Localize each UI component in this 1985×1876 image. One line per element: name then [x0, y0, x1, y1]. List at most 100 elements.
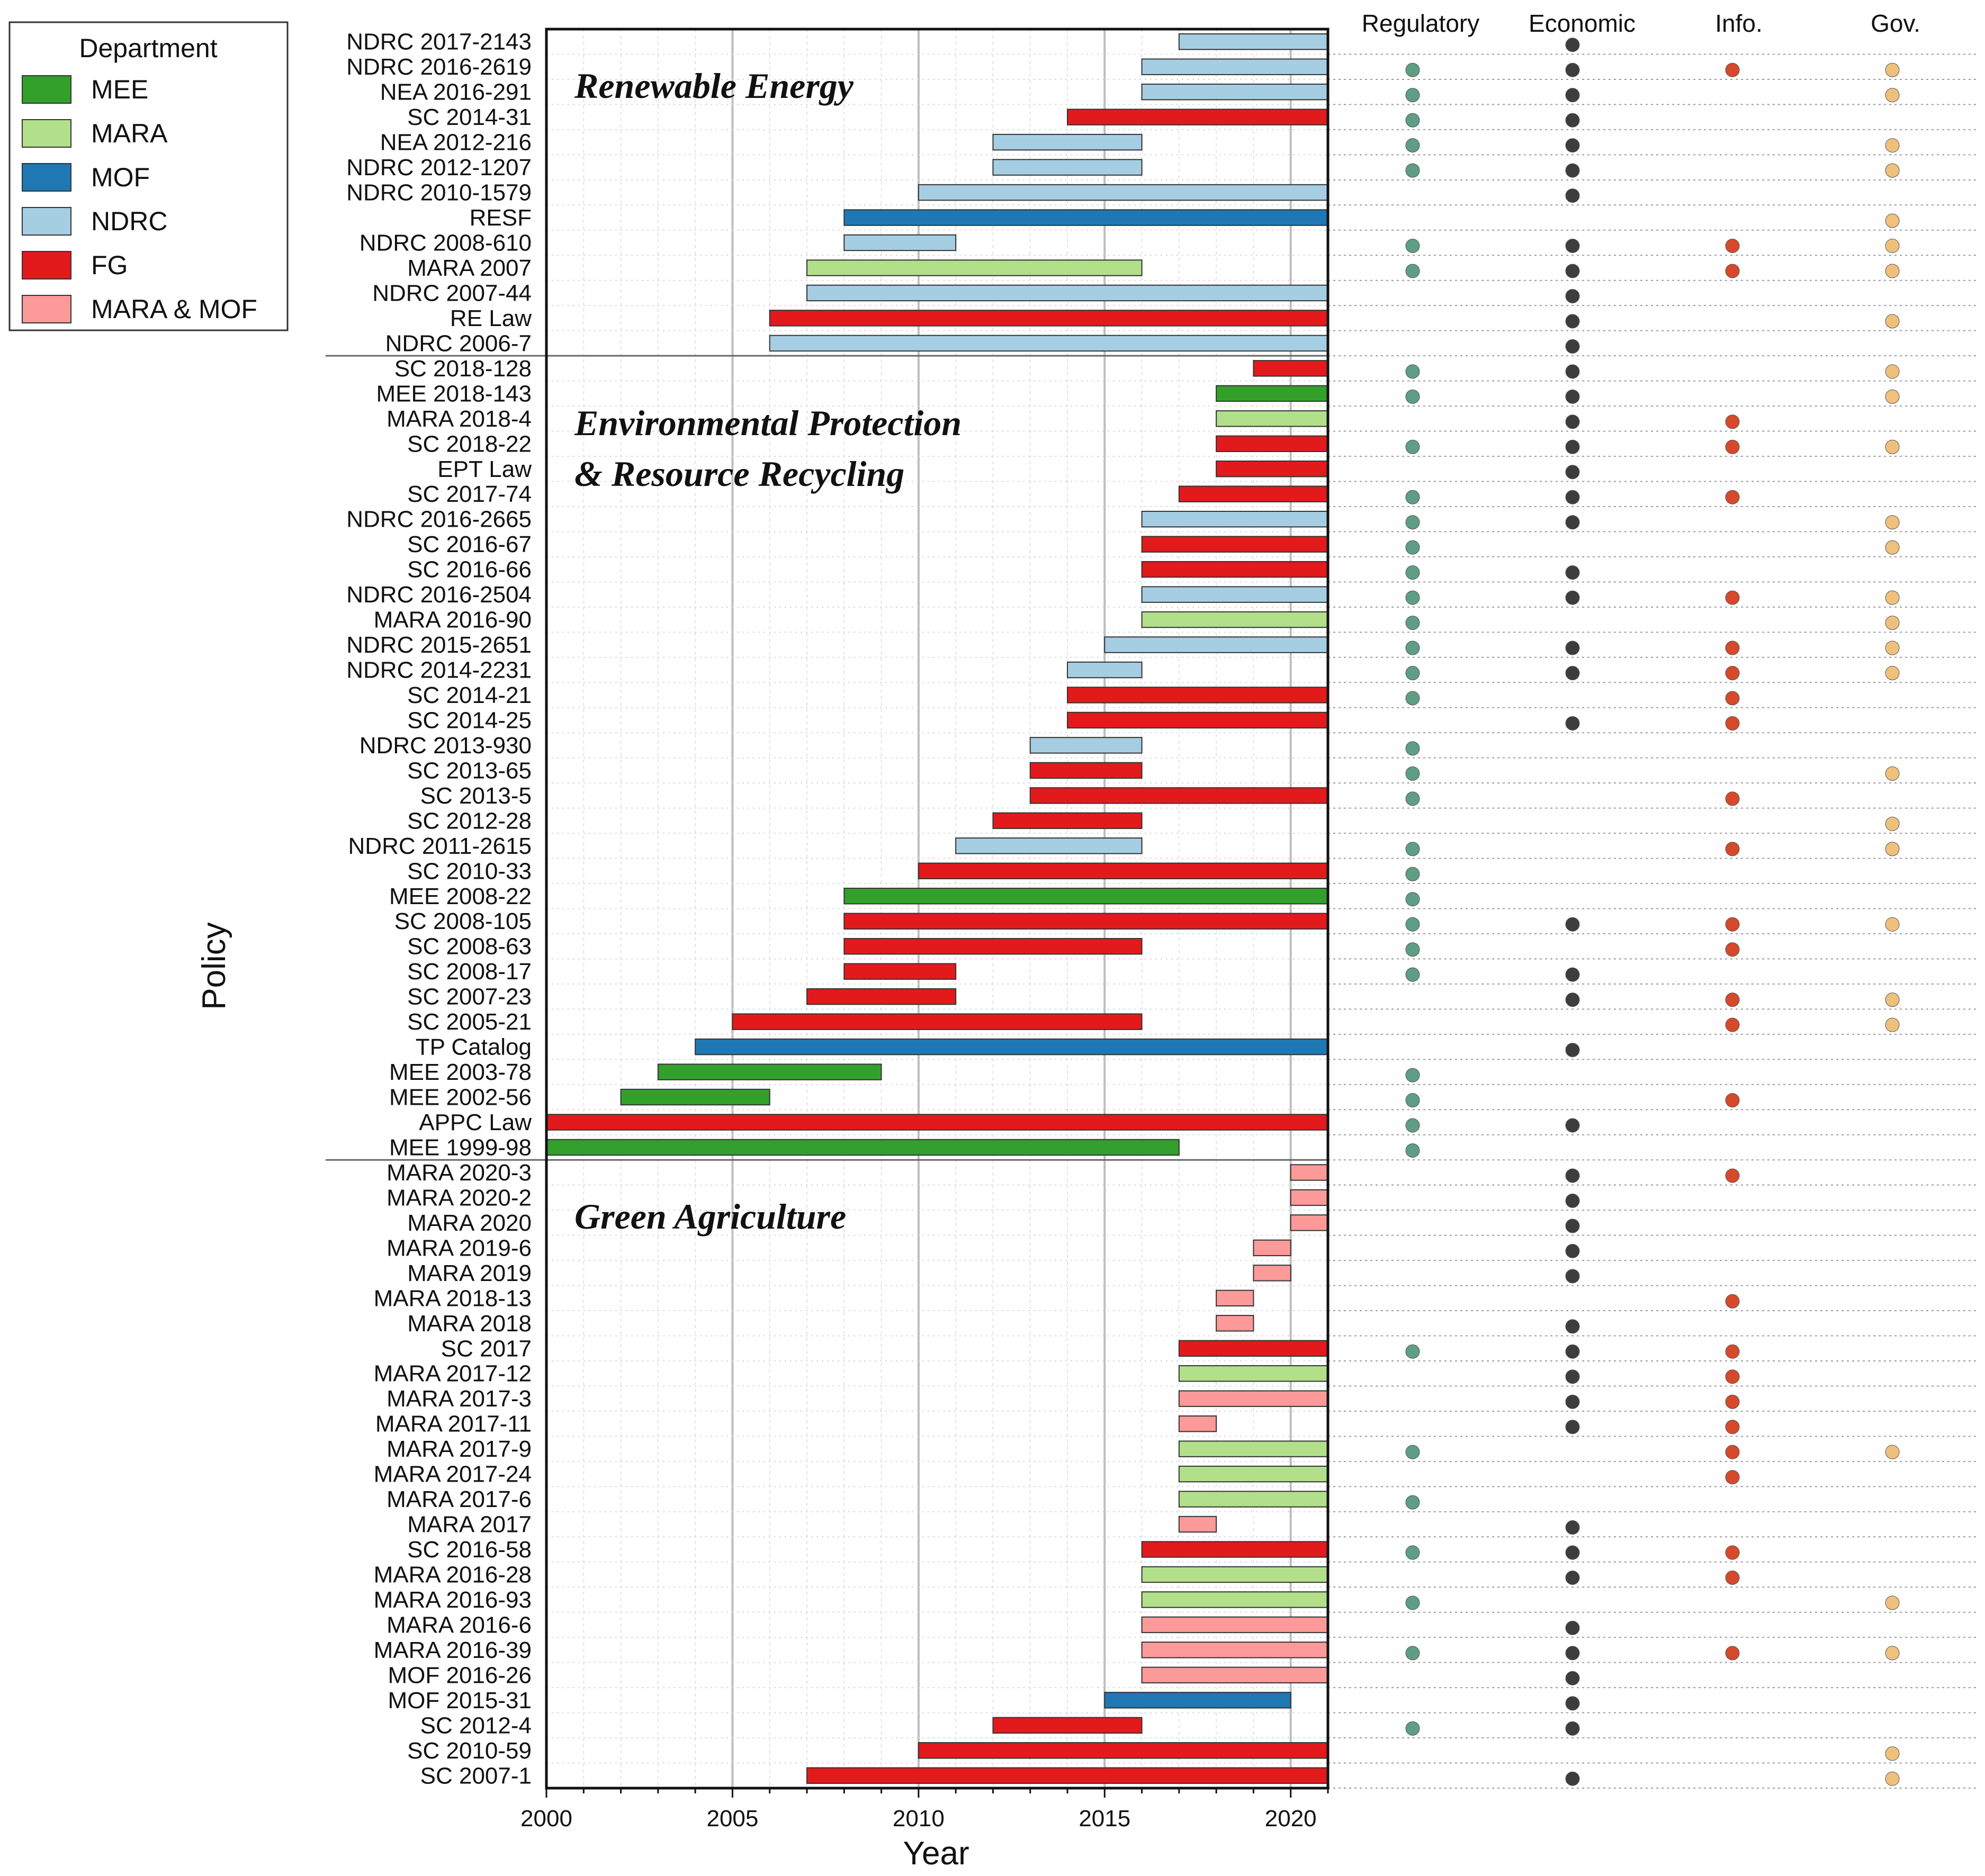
instrument-dot	[1565, 1344, 1580, 1359]
instrument-dot	[1405, 666, 1420, 681]
policy-bar	[1141, 83, 1329, 101]
instrument-dot	[1405, 565, 1420, 580]
policy-label: SC 2014-31	[407, 104, 532, 130]
policy-bar	[1141, 586, 1329, 603]
policy-label: NDRC 2007-44	[372, 280, 532, 306]
legend-swatch	[22, 295, 71, 323]
instrument-dot	[1885, 138, 1900, 153]
policy-label: SC 2010-59	[407, 1738, 532, 1764]
instrument-column-header: Economic	[1529, 10, 1636, 37]
instrument-dot	[1405, 641, 1420, 655]
policy-bar	[992, 1717, 1143, 1734]
policy-label: NDRC 2006-7	[385, 330, 532, 356]
policy-label: NDRC 2017-2143	[346, 29, 532, 55]
x-tick-label: 2000	[520, 1806, 572, 1832]
instrument-dot	[1565, 641, 1580, 655]
policy-label: MARA 2019-6	[387, 1235, 532, 1261]
policy-bar	[1178, 1465, 1329, 1483]
instrument-dot	[1565, 88, 1580, 103]
policy-bar	[843, 209, 1329, 226]
policy-label: APPC Law	[419, 1110, 532, 1135]
policy-label: MARA 2018-13	[374, 1285, 532, 1311]
policy-label: NEA 2012-216	[380, 130, 532, 156]
policy-label: RESF	[470, 205, 532, 231]
instrument-dot	[1405, 113, 1420, 128]
policy-bar	[1141, 1666, 1329, 1684]
instrument-dot	[1565, 389, 1580, 404]
policy-label: SC 2014-21	[407, 682, 532, 708]
instrument-dot	[1405, 88, 1420, 103]
instrument-dot	[1405, 239, 1420, 254]
instrument-dot	[1565, 1243, 1580, 1258]
instrument-dot	[1725, 1420, 1740, 1435]
policy-bar	[806, 259, 1143, 276]
instrument-dot	[1725, 917, 1740, 932]
legend-swatch	[22, 251, 71, 279]
policy-bar	[1216, 1289, 1254, 1307]
instrument-dot	[1565, 288, 1580, 303]
policy-label: MEE 2018-143	[376, 381, 532, 407]
y-axis-label: Policy	[196, 922, 232, 1009]
policy-label: SC 2012-4	[420, 1712, 532, 1738]
instrument-dot	[1405, 766, 1420, 781]
policy-label: SC 2017-74	[407, 481, 532, 507]
policy-label: MEE 2008-22	[389, 883, 532, 909]
policy-bar	[955, 837, 1143, 854]
instrument-column-header: Info.	[1715, 10, 1763, 37]
instrument-dot	[1725, 439, 1740, 454]
legend-label: MARA & MOF	[91, 294, 257, 324]
instrument-dot	[1405, 490, 1420, 504]
instrument-dot	[1725, 942, 1740, 957]
instrument-headers-layer: Regulatory Economic Info. Gov.	[1362, 10, 1920, 37]
instrument-dot	[1725, 716, 1740, 730]
instrument-dot	[1565, 716, 1580, 730]
policy-bar	[546, 1139, 1180, 1156]
policy-bar	[1067, 661, 1143, 679]
policy-label: MARA 2020-3	[387, 1160, 532, 1186]
instrument-dot	[1885, 314, 1900, 329]
policy-label: MARA 2017-9	[387, 1436, 532, 1462]
instrument-dot	[1405, 439, 1420, 454]
instrument-dot	[1405, 791, 1420, 806]
policy-label: MARA 2018	[407, 1311, 532, 1337]
instrument-dot	[1565, 339, 1580, 354]
policy-label: NDRC 2010-1579	[346, 180, 532, 206]
instrument-dot	[1885, 62, 1900, 77]
legend-swatch	[22, 207, 71, 236]
policy-label: SC 2016-67	[407, 531, 532, 557]
policy-label: MEE 2002-56	[389, 1085, 532, 1111]
instrument-dot	[1565, 515, 1580, 530]
instrument-dot	[1885, 1595, 1900, 1610]
policy-bar	[1216, 385, 1328, 402]
policy-bar	[1029, 737, 1143, 754]
instrument-dot	[1405, 62, 1420, 77]
policy-bar	[1216, 1315, 1254, 1332]
instrument-dot	[1565, 1520, 1580, 1535]
policy-label: MARA 2016-39	[374, 1637, 532, 1663]
policy-label: MARA 2020-2	[387, 1185, 532, 1211]
policy-bar	[1067, 687, 1328, 704]
instrument-dot	[1565, 239, 1580, 254]
instrument-dot	[1405, 515, 1420, 530]
instrument-column-header: Gov.	[1871, 10, 1920, 37]
instrument-dot	[1405, 1721, 1420, 1736]
legend-label: FG	[91, 250, 128, 280]
policy-label: SC 2012-28	[407, 808, 532, 834]
instrument-dot	[1405, 163, 1420, 178]
policy-bar	[732, 1013, 1143, 1030]
legend-label: NDRC	[91, 206, 167, 236]
policy-bar	[1178, 33, 1329, 50]
policy-bar	[1141, 1566, 1329, 1583]
policy-label: MARA 2017-24	[374, 1462, 532, 1487]
instrument-dot	[1725, 1394, 1740, 1409]
policy-bar	[1290, 1164, 1329, 1181]
x-tick-labels-layer: 2000 2005 2010 2015 2020	[520, 1806, 1317, 1832]
policy-bar	[992, 159, 1143, 176]
policy-bar	[1141, 1591, 1329, 1608]
policy-bar	[1290, 1214, 1329, 1231]
legend-label: MOF	[91, 163, 150, 192]
policy-bar	[1178, 1415, 1217, 1432]
instrument-dot	[1405, 1545, 1420, 1560]
policy-label: MARA 2018-4	[387, 406, 532, 432]
